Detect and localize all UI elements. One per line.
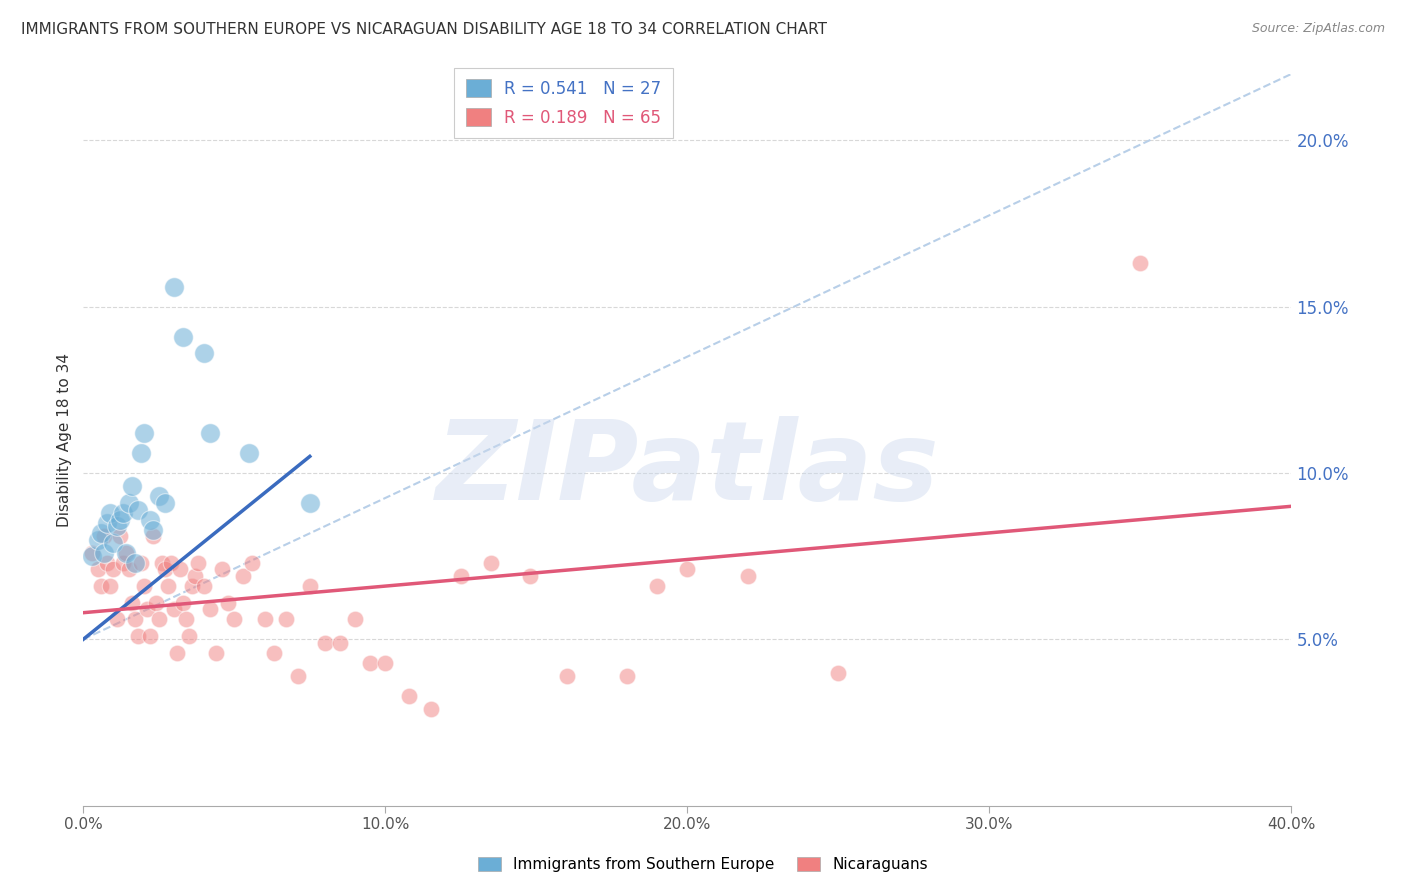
- Point: [242, 556, 264, 570]
- Point: [217, 596, 239, 610]
- Point: [287, 669, 309, 683]
- Point: [96, 516, 118, 530]
- Point: [127, 629, 149, 643]
- Point: [193, 579, 215, 593]
- Point: [450, 569, 472, 583]
- Point: [153, 562, 176, 576]
- Point: [174, 612, 197, 626]
- Point: [398, 689, 420, 703]
- Point: [676, 562, 699, 576]
- Point: [177, 629, 200, 643]
- Point: [263, 646, 285, 660]
- Point: [193, 346, 215, 360]
- Point: [142, 529, 165, 543]
- Point: [132, 579, 155, 593]
- Point: [181, 579, 204, 593]
- Point: [100, 579, 122, 593]
- Point: [232, 569, 254, 583]
- Point: [160, 556, 183, 570]
- Point: [142, 523, 165, 537]
- Point: [90, 579, 112, 593]
- Point: [163, 602, 186, 616]
- Point: [121, 479, 143, 493]
- Text: ZIPatlas: ZIPatlas: [436, 416, 939, 523]
- Point: [150, 556, 173, 570]
- Point: [645, 579, 668, 593]
- Point: [111, 506, 134, 520]
- Point: [145, 596, 167, 610]
- Point: [374, 656, 396, 670]
- Point: [139, 512, 162, 526]
- Point: [108, 529, 131, 543]
- Point: [205, 646, 228, 660]
- Point: [519, 569, 541, 583]
- Point: [169, 562, 191, 576]
- Y-axis label: Disability Age 18 to 34: Disability Age 18 to 34: [58, 352, 72, 527]
- Point: [224, 612, 246, 626]
- Point: [93, 529, 115, 543]
- Point: [148, 612, 170, 626]
- Point: [198, 426, 221, 441]
- Point: [153, 496, 176, 510]
- Point: [163, 279, 186, 293]
- Point: [105, 612, 128, 626]
- Point: [148, 489, 170, 503]
- Point: [124, 556, 146, 570]
- Point: [96, 556, 118, 570]
- Point: [737, 569, 759, 583]
- Point: [253, 612, 276, 626]
- Point: [156, 579, 179, 593]
- Point: [298, 579, 321, 593]
- Point: [111, 556, 134, 570]
- Point: [114, 546, 136, 560]
- Point: [139, 629, 162, 643]
- Legend: Immigrants from Southern Europe, Nicaraguans: Immigrants from Southern Europe, Nicarag…: [470, 849, 936, 880]
- Point: [132, 426, 155, 441]
- Text: IMMIGRANTS FROM SOUTHERN EUROPE VS NICARAGUAN DISABILITY AGE 18 TO 34 CORRELATIO: IMMIGRANTS FROM SOUTHERN EUROPE VS NICAR…: [21, 22, 827, 37]
- Point: [117, 496, 139, 510]
- Point: [187, 556, 209, 570]
- Point: [82, 549, 104, 563]
- Point: [100, 506, 122, 520]
- Point: [82, 546, 104, 560]
- Point: [274, 612, 297, 626]
- Point: [211, 562, 233, 576]
- Point: [616, 669, 638, 683]
- Point: [172, 329, 194, 343]
- Point: [184, 569, 207, 583]
- Point: [359, 656, 381, 670]
- Point: [555, 669, 578, 683]
- Point: [479, 556, 502, 570]
- Point: [314, 635, 336, 649]
- Point: [87, 562, 110, 576]
- Point: [238, 446, 260, 460]
- Point: [87, 533, 110, 547]
- Point: [166, 646, 188, 660]
- Point: [135, 602, 157, 616]
- Point: [129, 446, 152, 460]
- Legend: R = 0.541   N = 27, R = 0.189   N = 65: R = 0.541 N = 27, R = 0.189 N = 65: [454, 68, 673, 138]
- Point: [103, 536, 125, 550]
- Point: [117, 562, 139, 576]
- Point: [344, 612, 367, 626]
- Point: [105, 519, 128, 533]
- Point: [103, 562, 125, 576]
- Point: [198, 602, 221, 616]
- Point: [127, 502, 149, 516]
- Point: [114, 546, 136, 560]
- Text: Source: ZipAtlas.com: Source: ZipAtlas.com: [1251, 22, 1385, 36]
- Point: [298, 496, 321, 510]
- Point: [124, 612, 146, 626]
- Point: [1129, 256, 1152, 270]
- Point: [827, 665, 849, 680]
- Point: [121, 596, 143, 610]
- Point: [129, 556, 152, 570]
- Point: [172, 596, 194, 610]
- Point: [419, 702, 441, 716]
- Point: [93, 546, 115, 560]
- Point: [108, 512, 131, 526]
- Point: [90, 525, 112, 540]
- Point: [329, 635, 352, 649]
